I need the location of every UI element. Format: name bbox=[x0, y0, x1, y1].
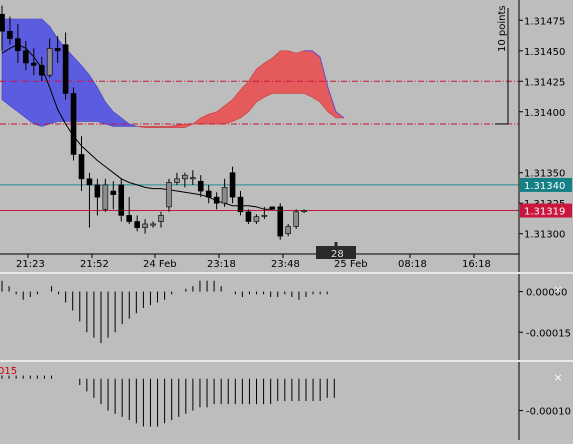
current-price-badge bbox=[520, 177, 572, 192]
candle-body bbox=[253, 216, 260, 222]
candle-body bbox=[269, 206, 276, 210]
candle-body bbox=[245, 211, 252, 222]
price-tick-label: 1.31400 bbox=[524, 108, 565, 119]
candle-body bbox=[261, 215, 268, 217]
indicator-1-svg: 0.00000 -0.00015 bbox=[0, 274, 571, 360]
candle-body bbox=[62, 44, 69, 94]
close-indicator-1-icon[interactable]: × bbox=[553, 283, 563, 296]
indicator-header-value: 015 bbox=[0, 366, 17, 377]
candle-body bbox=[174, 178, 180, 183]
indicator-pane-2[interactable]: -0.00010 015 × bbox=[0, 362, 573, 440]
plot-area bbox=[0, 274, 519, 360]
candle-body bbox=[285, 226, 292, 235]
main-price-chart[interactable]: 1.31475 1.31450 1.31425 1.31400 1.31350 1.313… bbox=[0, 0, 573, 272]
price-tick-label: 1.31350 bbox=[524, 169, 565, 180]
candle-body bbox=[70, 93, 77, 155]
candle-body bbox=[221, 187, 228, 204]
candle-body bbox=[30, 62, 37, 66]
candle-body bbox=[166, 182, 172, 208]
candle-body bbox=[0, 13, 5, 32]
price-tick-label: 1.31475 bbox=[524, 16, 565, 27]
price-tick-label: 1.31450 bbox=[524, 47, 565, 58]
value-tick-label: 0.00000 bbox=[526, 288, 567, 299]
candle-body bbox=[38, 65, 45, 76]
candle-body bbox=[78, 154, 85, 180]
crosshair-bar-count: 28 bbox=[331, 249, 344, 260]
candle-body bbox=[190, 177, 196, 180]
candle-body bbox=[142, 223, 148, 228]
candle-body bbox=[150, 223, 156, 226]
scale-marker-label: 10 points bbox=[497, 5, 508, 52]
close-indicator-2-icon[interactable]: × bbox=[553, 371, 563, 384]
indicator-2-svg: -0.00010 015 bbox=[0, 362, 571, 440]
candle-body bbox=[134, 221, 140, 228]
time-tick-label: 16:18 bbox=[462, 259, 491, 270]
cloud-edge-line bbox=[304, 50, 345, 119]
candle-body bbox=[158, 215, 164, 222]
candle-body bbox=[301, 210, 307, 213]
time-tick-label: 24 Feb bbox=[143, 259, 177, 270]
candle-body bbox=[197, 180, 204, 192]
current-price-label: 1.31319 bbox=[524, 207, 565, 218]
candle-body bbox=[15, 38, 21, 52]
time-tick-label: 21:23 bbox=[16, 259, 45, 270]
candle-body bbox=[46, 48, 53, 76]
candle-body bbox=[229, 172, 236, 198]
current-price-badge bbox=[520, 203, 572, 218]
current-price-label: 1.31340 bbox=[524, 181, 565, 192]
moving-average-line bbox=[1, 44, 273, 210]
plot-area bbox=[0, 362, 519, 440]
candle-body bbox=[293, 211, 299, 227]
candle-body bbox=[7, 30, 13, 39]
pane-divider[interactable] bbox=[0, 272, 573, 274]
ichimoku-cloud-bear-0 bbox=[1, 18, 138, 127]
candle-body bbox=[102, 184, 109, 210]
candle-body bbox=[118, 184, 125, 216]
indicator-pane-1[interactable]: 0.00000 -0.00015 × bbox=[0, 274, 573, 360]
price-tick-label: 1.31300 bbox=[524, 230, 565, 241]
candle-body bbox=[23, 50, 29, 64]
pane-divider[interactable] bbox=[0, 360, 573, 362]
time-tick-label: 23:48 bbox=[271, 259, 300, 270]
candle-body bbox=[94, 184, 101, 198]
candle-body bbox=[205, 190, 212, 198]
time-tick-label: 08:18 bbox=[398, 259, 427, 270]
candle-body bbox=[110, 190, 117, 195]
price-chart-svg[interactable]: 1.314751.314501.314251.314001.313501.313… bbox=[0, 0, 573, 272]
plot-area bbox=[0, 0, 519, 254]
value-tick-label: -0.00015 bbox=[526, 328, 571, 339]
candle-body bbox=[126, 215, 132, 222]
candle-body bbox=[54, 48, 61, 52]
time-tick-label: 23:18 bbox=[207, 259, 236, 270]
candle-body bbox=[182, 174, 188, 180]
time-tick-label: 25 Feb bbox=[334, 259, 368, 270]
candle-body bbox=[213, 196, 220, 204]
candle-body bbox=[86, 178, 93, 186]
crosshair-bar-count-box bbox=[316, 246, 356, 259]
candle-body bbox=[237, 196, 244, 213]
value-tick-label: -0.00010 bbox=[526, 407, 571, 418]
candle-body bbox=[277, 206, 284, 237]
price-tick-label: 1.31425 bbox=[524, 77, 565, 88]
time-tick-label: 21:52 bbox=[80, 259, 109, 270]
